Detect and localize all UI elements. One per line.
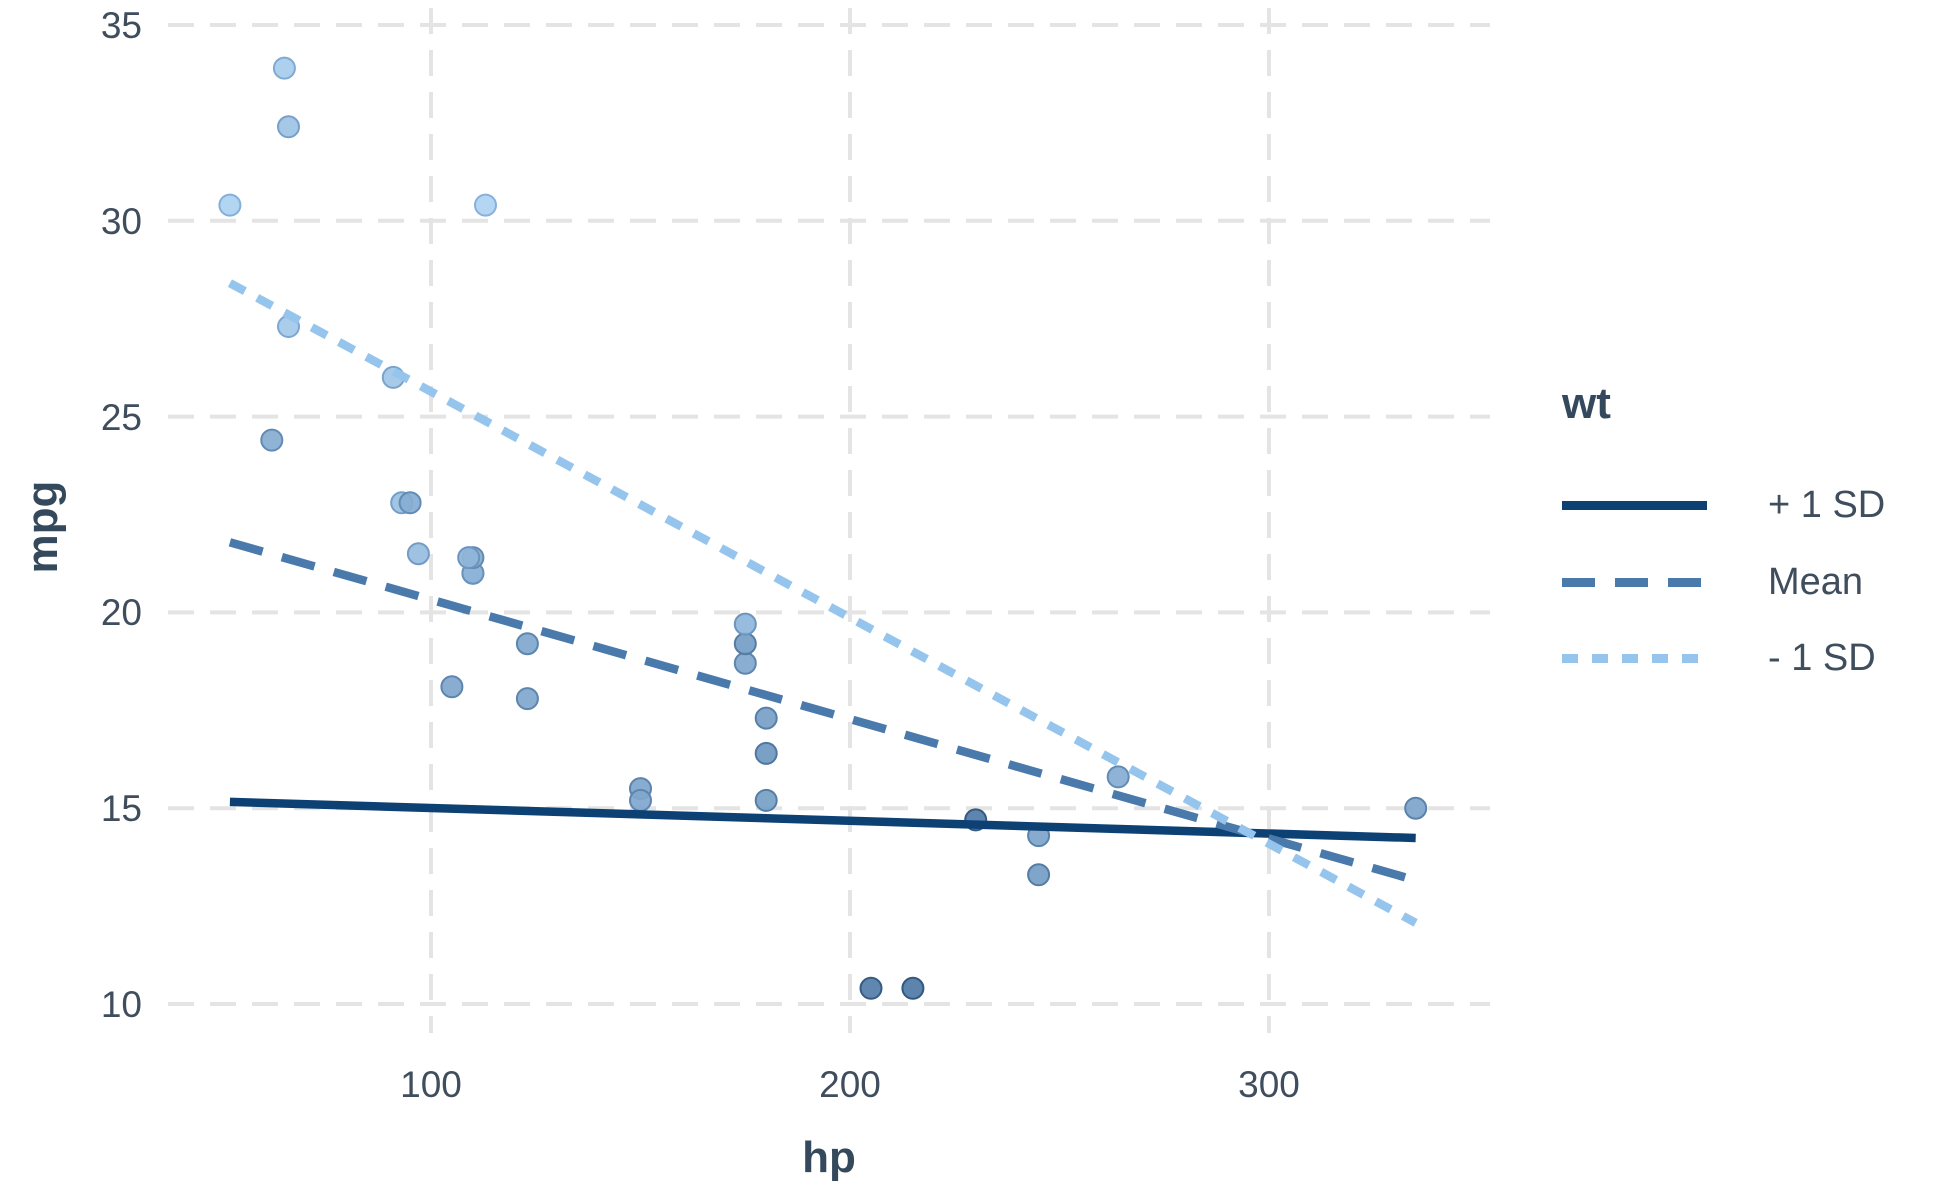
scatter-point xyxy=(1027,863,1051,887)
legend-line-dashed-swatch xyxy=(1562,578,1707,587)
grid xyxy=(168,8,1490,1033)
scatter-point xyxy=(457,546,481,570)
y-tick-label: 25 xyxy=(100,396,142,438)
scatter-point xyxy=(218,193,242,217)
x-tick-label: 200 xyxy=(819,1064,881,1105)
scatter-point xyxy=(277,115,300,139)
scatter-point xyxy=(733,651,757,675)
scatter-point xyxy=(406,542,430,566)
legend-line-solid-swatch xyxy=(1562,501,1707,510)
y-tick-label: 35 xyxy=(100,5,142,46)
y-tick-label: 15 xyxy=(100,788,142,830)
regression-line-+1sd xyxy=(229,797,1416,843)
scatter-point xyxy=(260,428,284,452)
scatter-point xyxy=(901,976,925,1000)
scatter-point xyxy=(440,675,464,699)
y-tick-label: 10 xyxy=(100,984,142,1025)
scatter-point xyxy=(272,56,296,80)
y-axis-title: mpg xyxy=(18,480,67,574)
scatter-point xyxy=(859,976,883,1000)
scatter-point xyxy=(733,612,757,636)
legend-item-mean: Mean xyxy=(1562,562,1950,602)
legend-title: wt xyxy=(1562,379,1611,428)
scatter-point xyxy=(1106,765,1130,789)
regression-line-mean xyxy=(228,538,1417,885)
x-axis-title: hp xyxy=(802,1133,856,1182)
scatter-point xyxy=(754,706,778,730)
regression-lines xyxy=(227,279,1418,927)
scatter-point xyxy=(474,193,497,217)
y-tick-label: 20 xyxy=(100,592,142,634)
x-tick-label: 100 xyxy=(400,1064,462,1105)
scatter-point xyxy=(629,788,652,812)
legend-item-minus-1sd: - 1 SD xyxy=(1562,638,1950,678)
scatter-point xyxy=(733,632,757,656)
y-tick-label: 30 xyxy=(100,200,142,242)
scatter-point xyxy=(754,741,778,765)
scatter-points xyxy=(218,56,1428,1000)
legend-item-label: - 1 SD xyxy=(1768,637,1876,679)
legend-item-label: Mean xyxy=(1768,561,1864,603)
scatter-point xyxy=(1404,796,1428,820)
legend-item-plus-1sd: + 1 SD xyxy=(1562,485,1950,525)
legend-line-dotted-swatch xyxy=(1562,654,1707,663)
x-tick-label: 300 xyxy=(1238,1064,1300,1105)
legend-item-label: + 1 SD xyxy=(1768,484,1886,526)
scatter-point xyxy=(754,788,778,812)
scatter-point xyxy=(515,632,539,656)
scatter-point xyxy=(398,491,422,515)
scatter-point xyxy=(515,687,539,711)
regression-line--1sd xyxy=(227,279,1418,927)
